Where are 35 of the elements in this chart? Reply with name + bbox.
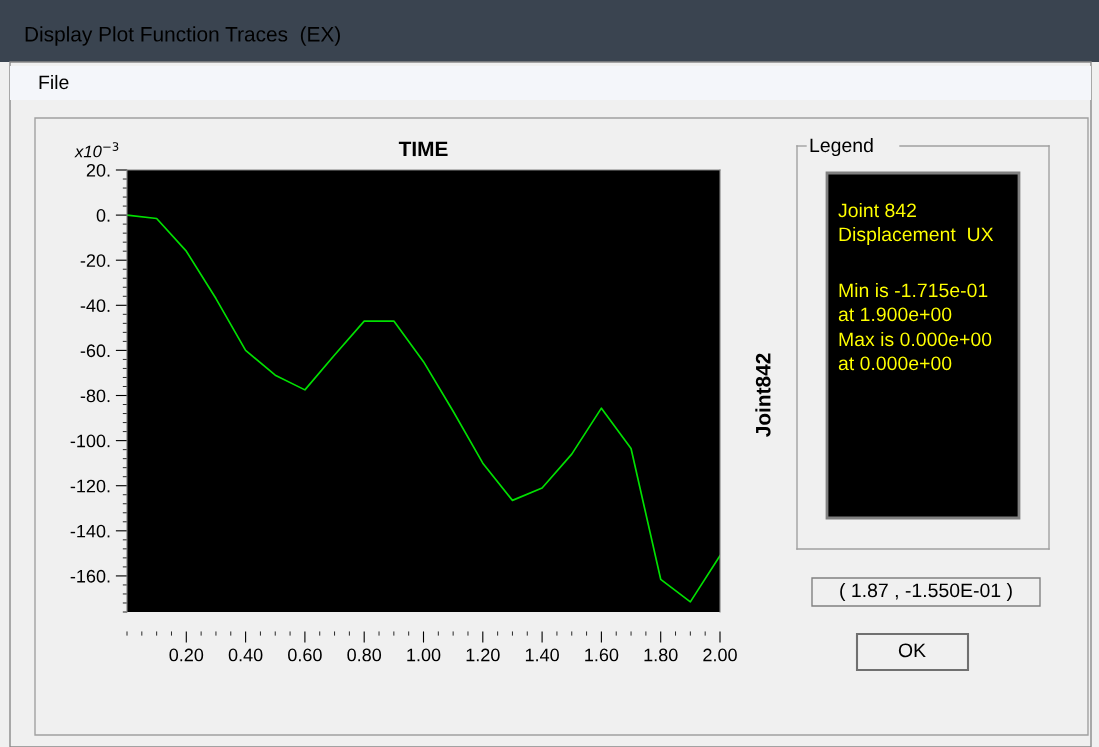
y-tick-label: 0. [96, 209, 110, 222]
text: Joint 842 [838, 202, 916, 218]
y-tick-label: 20. [86, 163, 110, 177]
y-tick-label: -60. [80, 344, 110, 358]
y-tick-label: -80. [80, 389, 110, 403]
y-tick-label: -160. [70, 569, 110, 583]
text: Displacement UX [839, 226, 994, 246]
y-tick-label: -140. [70, 524, 110, 538]
x-tick-label: 1.00 [407, 648, 441, 662]
x-tick-label: 0.60 [288, 648, 322, 662]
y-tick-label: -120. [70, 479, 110, 493]
x-tick-label: 0.40 [228, 648, 263, 662]
x-tick-label: 1.80 [644, 648, 678, 662]
text: Max is 0.000e+00 [839, 331, 992, 347]
text: x10$^{−3}$ [74, 142, 119, 158]
x-tick-label: 0.20 [169, 648, 204, 662]
line-series [127, 214, 720, 603]
y2-axis-title: Joint842 [755, 353, 771, 437]
text: ( 1.87 , -1.550E-01 ) [840, 582, 1012, 602]
y-tick-label: -20. [80, 254, 110, 267]
x-tick-label: 1.20 [466, 648, 500, 662]
text: at 0.000e+00 [838, 356, 952, 371]
x-tick-label: 0.80 [347, 648, 382, 662]
legend-title: Legend [810, 137, 873, 157]
y-tick-label: -40. [80, 299, 110, 313]
y-tick-label: -100. [70, 434, 110, 448]
text: Min is -1.715e-01 [839, 282, 988, 298]
x-tick-label: 1.60 [585, 648, 619, 662]
x-tick-label: 1.40 [525, 648, 559, 662]
chart-title: TIME [398, 141, 448, 157]
text: OK [898, 643, 926, 658]
text: File [39, 74, 69, 90]
x-tick-label: 2.00 [703, 648, 737, 662]
text: at 1.900e+00 [838, 307, 952, 322]
text: Display Plot Function Traces (EX) [25, 26, 340, 46]
